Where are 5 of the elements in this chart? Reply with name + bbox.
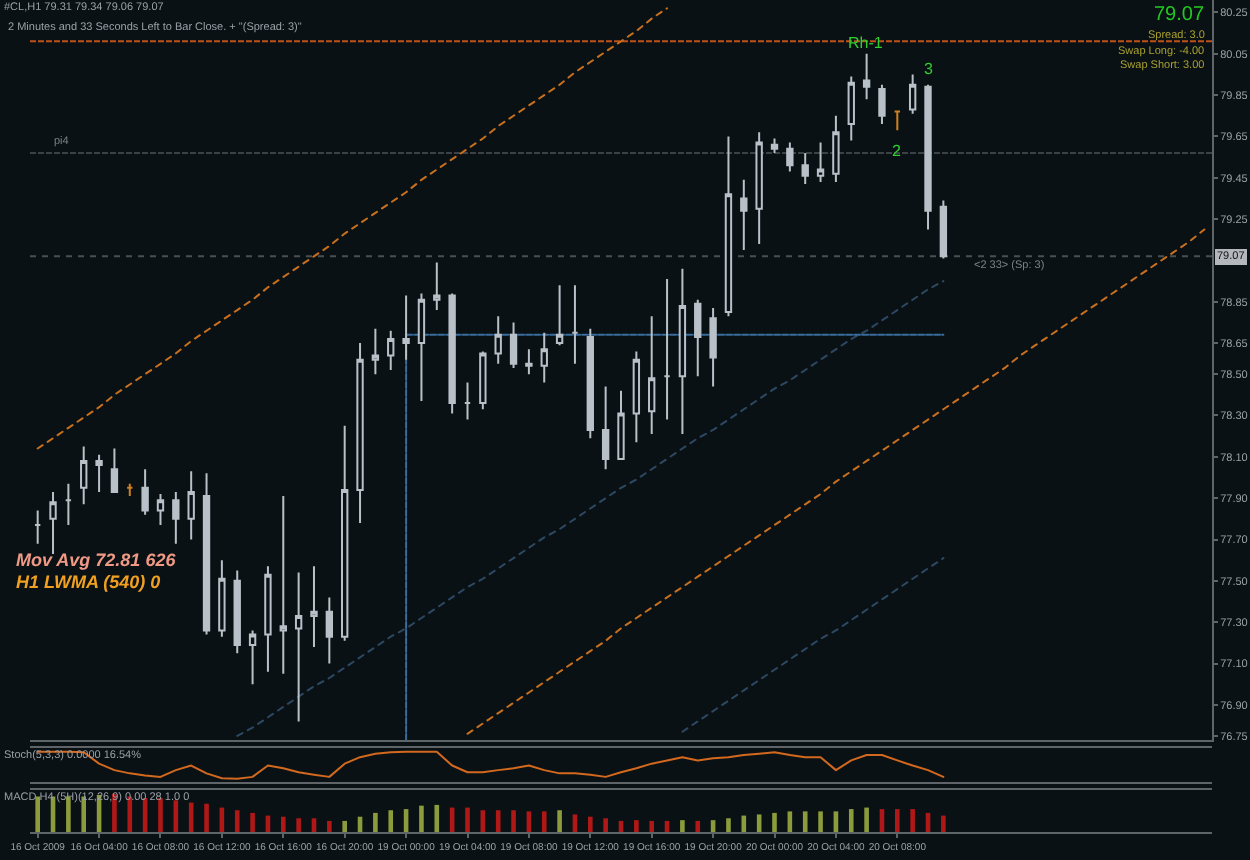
annotation: 79.07 (1154, 4, 1205, 26)
annotation: Mov Avg 72.81 626 (16, 550, 178, 570)
annotation: 2 (892, 142, 902, 160)
annotation: 3 (924, 60, 934, 78)
annotation: H1 LWMA (540) 0 (16, 572, 161, 592)
